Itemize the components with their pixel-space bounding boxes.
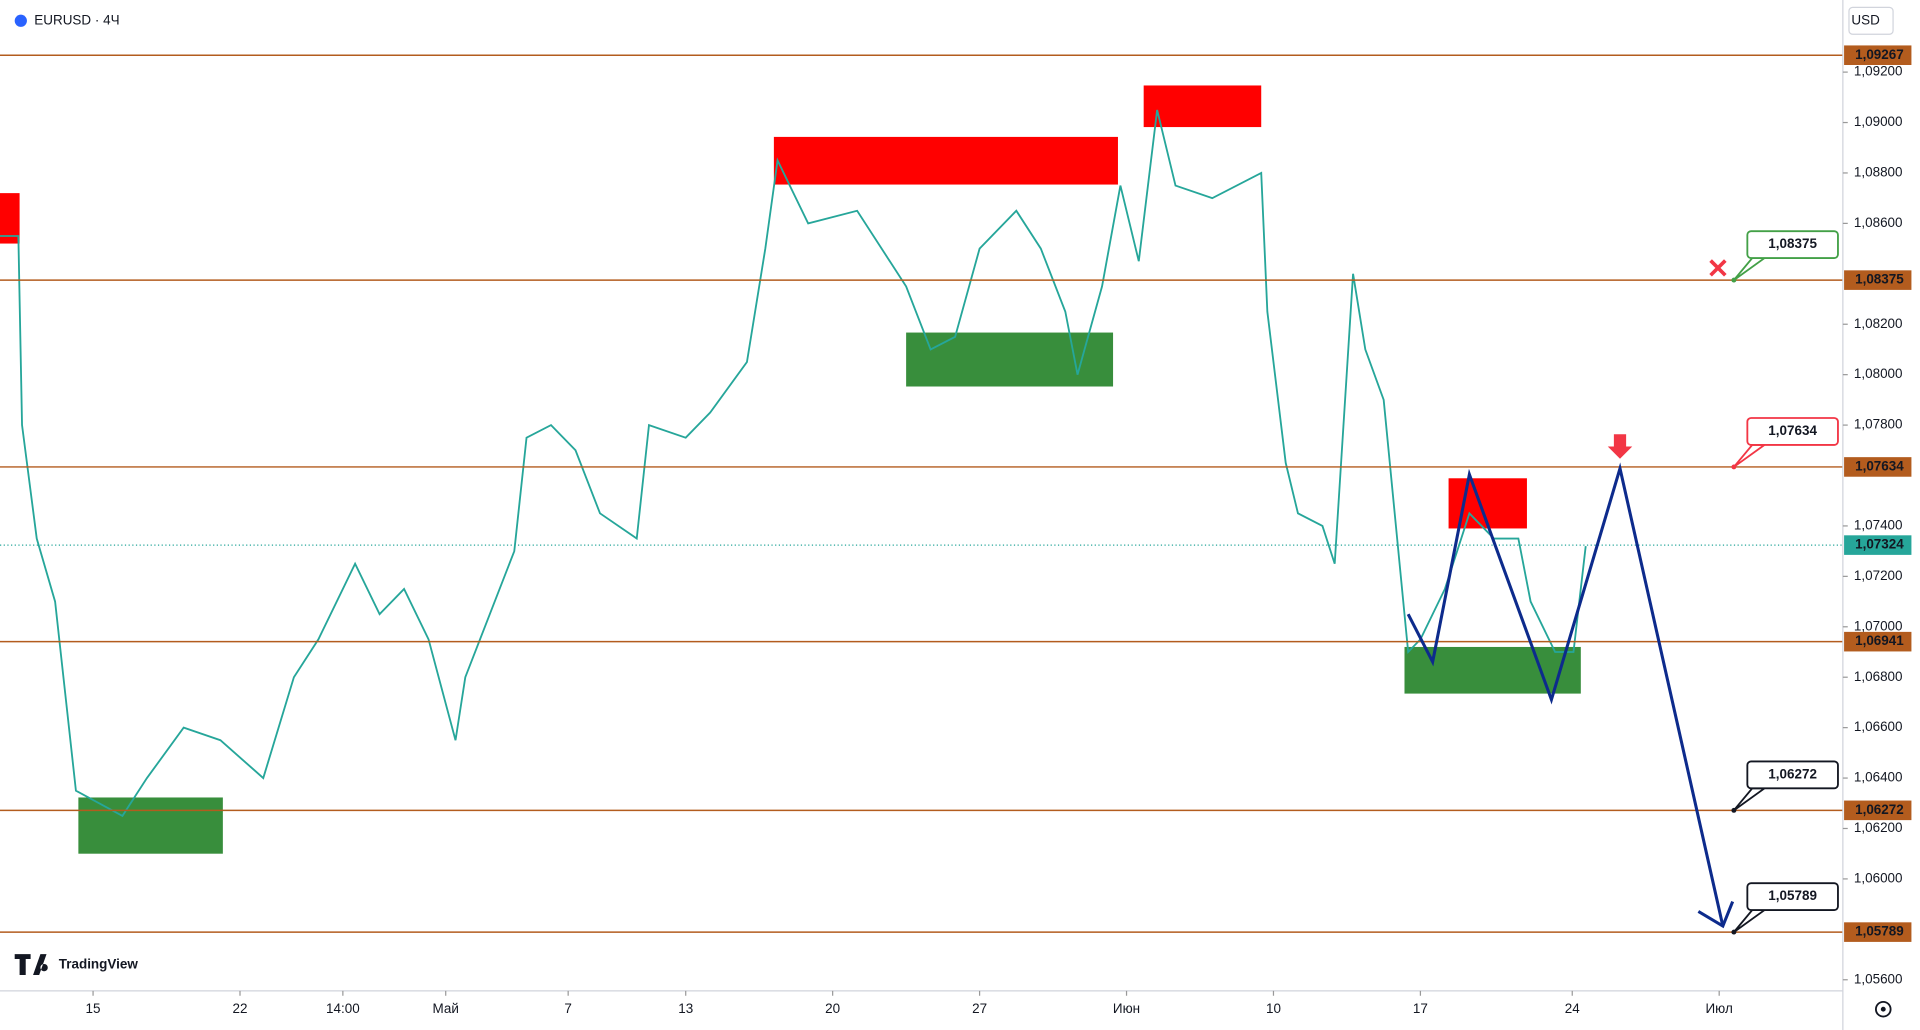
- currency-label: USD: [1851, 12, 1880, 27]
- y-tick-label: 1,08600: [1854, 215, 1903, 230]
- callout-label: 1,06272: [1768, 766, 1817, 781]
- projection-path: [1406, 462, 1725, 927]
- level-label: 1,06941: [1855, 633, 1904, 648]
- zone: [0, 193, 20, 244]
- level-label: 1,05789: [1855, 924, 1904, 939]
- y-tick-label: 1,08800: [1854, 165, 1903, 180]
- symbol-title[interactable]: EURUSD · 4Ч: [34, 12, 119, 27]
- callout-label: 1,07634: [1768, 423, 1817, 438]
- callout-anchor: [1731, 277, 1737, 283]
- x-tick-label: 17: [1413, 1001, 1428, 1016]
- x-tick-label: 14:00: [326, 1001, 360, 1016]
- x-tick-label: 27: [972, 1001, 987, 1016]
- price-line: [0, 109, 1587, 818]
- y-tick-label: 1,06800: [1854, 669, 1903, 684]
- current-price-label: 1,07324: [1855, 537, 1904, 552]
- level-label: 1,07634: [1855, 459, 1904, 474]
- callout-box: [1746, 417, 1839, 446]
- y-tick-label: 1,07000: [1854, 618, 1903, 633]
- callout-anchor: [1731, 929, 1737, 935]
- zone: [906, 332, 1114, 387]
- y-tick-label: 1,08200: [1854, 316, 1903, 331]
- y-tick-label: 1,06600: [1854, 719, 1903, 734]
- x-tick-label: 10: [1266, 1001, 1281, 1016]
- brand-name: TradingView: [59, 957, 139, 972]
- callout-anchor: [1731, 464, 1737, 470]
- settings-button[interactable]: [1875, 1000, 1892, 1018]
- y-tick-label: 1,09200: [1854, 64, 1903, 79]
- projection-arrowhead: [1697, 901, 1735, 929]
- level-box: [1844, 45, 1912, 66]
- y-tick-label: 1,06400: [1854, 770, 1903, 785]
- level-box: [1844, 800, 1912, 821]
- y-tick-label: 1,07400: [1854, 518, 1903, 533]
- x-tick-label: Май: [433, 1001, 459, 1016]
- y-tick-label: 1,09000: [1854, 114, 1903, 129]
- callout-anchor: [1731, 807, 1737, 813]
- y-tick-label: 1,08000: [1854, 366, 1903, 381]
- y-tick-label: 1,06200: [1854, 820, 1903, 835]
- callout-box: [1746, 230, 1839, 260]
- zone: [773, 136, 1118, 185]
- current-price-box: [1844, 535, 1912, 555]
- x-tick-label: 15: [86, 1001, 101, 1016]
- level-label: 1,06272: [1855, 802, 1904, 817]
- y-tick-label: 1,07800: [1854, 417, 1903, 432]
- level-label: 1,09267: [1855, 47, 1904, 62]
- symbol-icon: [14, 14, 27, 27]
- zone: [1143, 85, 1262, 128]
- zone: [78, 797, 223, 854]
- level-box: [1844, 922, 1912, 942]
- currency-button[interactable]: [1848, 6, 1894, 35]
- cross-marker: [1709, 259, 1727, 277]
- level-box: [1844, 457, 1912, 477]
- brand-logo: TradingView: [14, 954, 139, 975]
- callout-label: 1,05789: [1768, 888, 1817, 903]
- x-tick-label: Июн: [1113, 1001, 1140, 1016]
- x-tick-label: 7: [564, 1001, 571, 1016]
- x-tick-label: 20: [825, 1001, 840, 1016]
- x-tick-label: 24: [1565, 1001, 1580, 1016]
- callout-label: 1,08375: [1768, 236, 1817, 251]
- x-tick-label: Июл: [1706, 1001, 1733, 1016]
- down-arrow: [1607, 434, 1633, 459]
- y-tick-label: 1,05600: [1854, 971, 1903, 986]
- y-tick-label: 1,06000: [1854, 870, 1903, 885]
- x-tick-label: 22: [233, 1001, 248, 1016]
- plot-area: [0, 54, 1843, 933]
- callout-box: [1746, 882, 1839, 912]
- y-tick-label: 1,07200: [1854, 568, 1903, 583]
- callout-box: [1746, 760, 1839, 790]
- x-tick-label: 13: [678, 1001, 693, 1016]
- level-box: [1844, 270, 1912, 290]
- level-label: 1,08375: [1855, 272, 1904, 287]
- level-box: [1844, 631, 1912, 652]
